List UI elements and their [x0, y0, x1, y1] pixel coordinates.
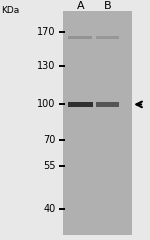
Text: 70: 70: [43, 135, 56, 145]
Text: 130: 130: [37, 61, 56, 71]
Bar: [68, 36, 92, 39]
Bar: [96, 36, 119, 39]
Bar: [68, 102, 93, 107]
Bar: [96, 102, 119, 107]
Text: 100: 100: [37, 99, 56, 109]
Text: A: A: [76, 1, 84, 11]
Text: 55: 55: [43, 161, 56, 171]
Text: KDa: KDa: [2, 6, 20, 15]
Text: 170: 170: [37, 27, 56, 37]
Text: 40: 40: [43, 204, 56, 214]
Bar: [63, 11, 132, 235]
Text: B: B: [103, 1, 111, 11]
